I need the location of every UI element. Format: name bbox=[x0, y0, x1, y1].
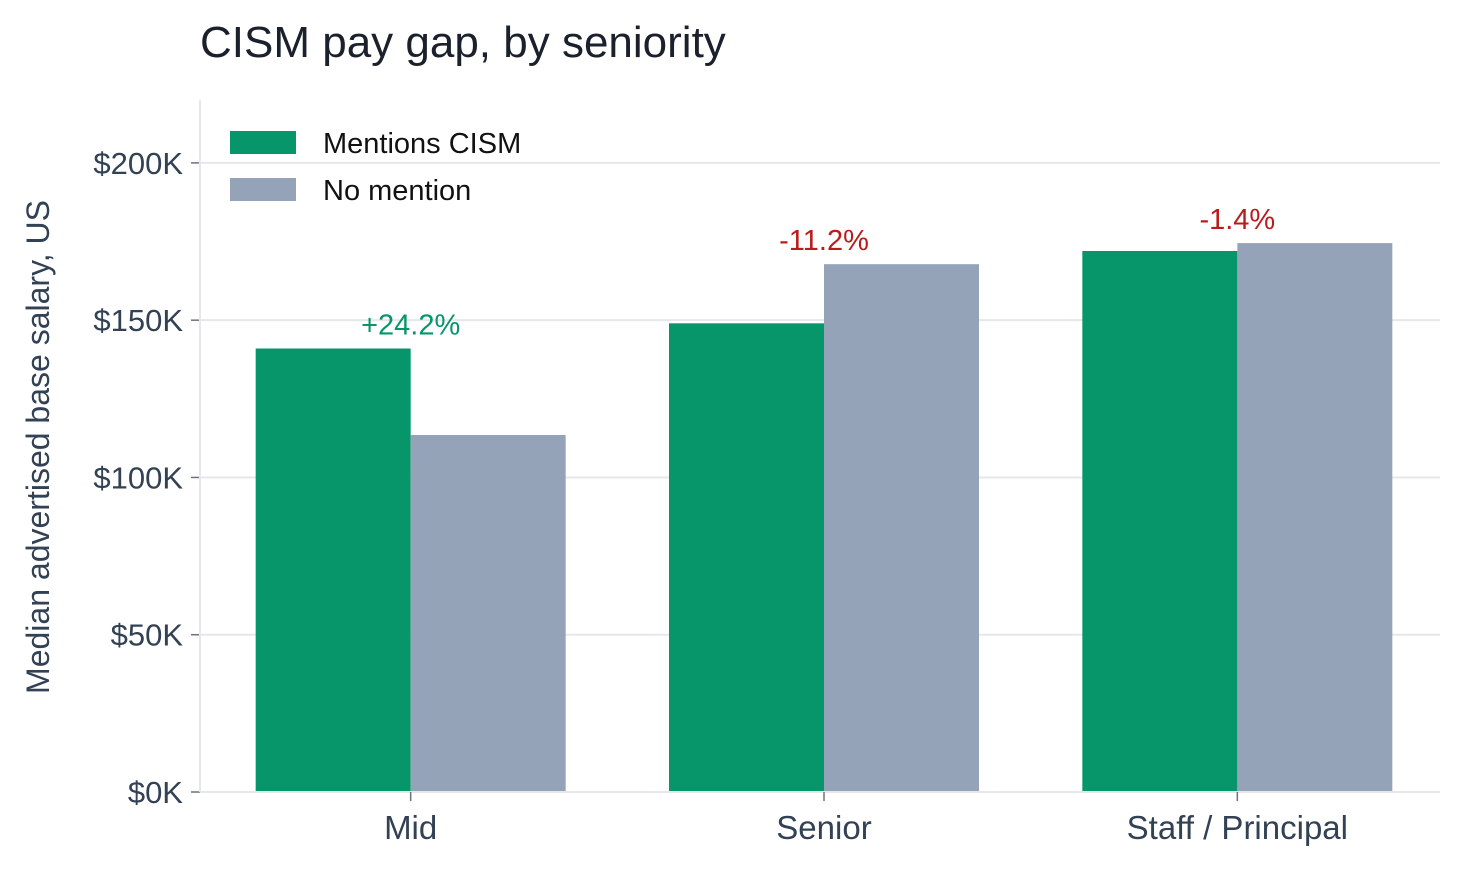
bar-no-mention bbox=[824, 264, 979, 792]
gap-annotation: +24.2% bbox=[361, 309, 460, 341]
bars bbox=[255, 243, 1393, 793]
bar-no-mention bbox=[410, 434, 566, 792]
y-tick-label: $50K bbox=[111, 618, 184, 653]
legend-label: No mention bbox=[323, 175, 471, 207]
x-tick-label: Senior bbox=[776, 809, 871, 846]
legend-swatch bbox=[230, 178, 296, 201]
y-axis-label: Median advertised base salary, US bbox=[20, 200, 56, 694]
bar-mentions-cism bbox=[255, 348, 411, 792]
y-tick-label: $200K bbox=[93, 146, 183, 181]
x-tick-label: Staff / Principal bbox=[1127, 809, 1348, 846]
bar-no-mention bbox=[1237, 243, 1393, 793]
bar-mentions-cism bbox=[1082, 250, 1238, 792]
gap-annotation: -11.2% bbox=[779, 225, 869, 257]
y-tick-label: $100K bbox=[93, 460, 183, 495]
bar-mentions-cism bbox=[669, 323, 824, 792]
legend-swatch bbox=[230, 131, 296, 154]
y-tick-label: $150K bbox=[93, 303, 183, 338]
bar-annotations: +24.2% -11.2% -1.4% bbox=[361, 204, 1275, 341]
legend: Mentions CISM No mention bbox=[230, 128, 521, 207]
legend-label: Mentions CISM bbox=[323, 128, 521, 160]
chart-title: CISM pay gap, by seniority bbox=[200, 18, 726, 67]
x-tick-label: Mid bbox=[384, 809, 437, 846]
axes: $0K $50K $100K $150K $200K Mid Senior Staff / P… bbox=[93, 100, 1440, 846]
gap-annotation: -1.4% bbox=[1199, 204, 1275, 236]
y-tick-label: $0K bbox=[128, 775, 183, 810]
